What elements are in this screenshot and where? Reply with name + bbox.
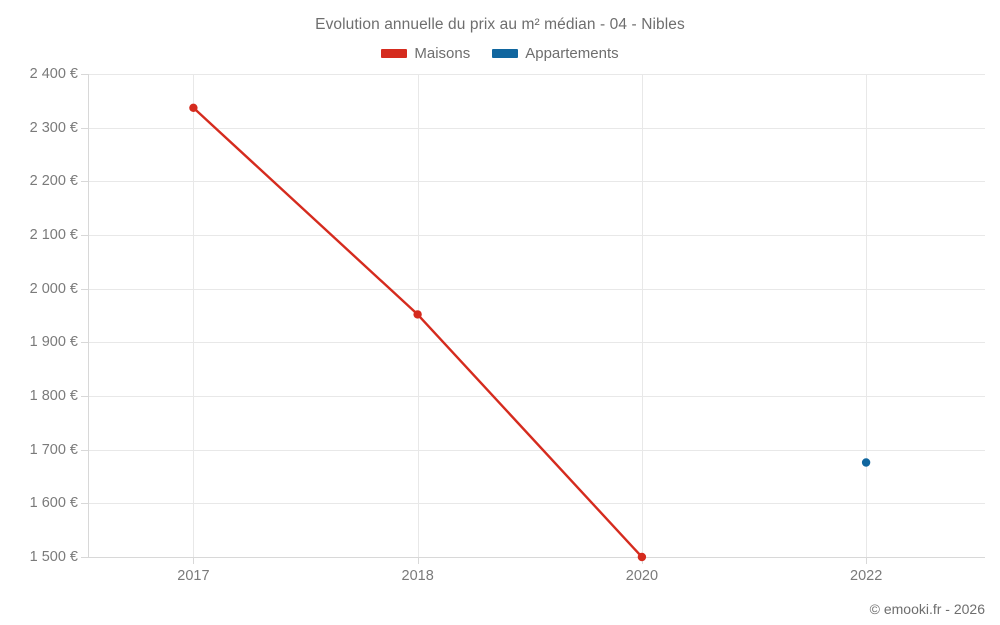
- x-axis-tick-label: 2017: [177, 568, 210, 584]
- footer-credit: © emooki.fr - 2026: [869, 601, 985, 617]
- x-axis-tick-label: 2022: [850, 568, 883, 584]
- data-point-maisons[interactable]: [637, 552, 647, 562]
- x-axis-tick-label: 2020: [625, 568, 659, 584]
- y-axis-tick-label: 2 400 €: [29, 66, 78, 82]
- y-axis-tick-label: 2 100 €: [29, 227, 78, 243]
- chart-legend: Maisons Appartements: [0, 45, 1000, 62]
- y-axis-tick-label: 1 800 €: [29, 388, 78, 404]
- legend-label-appartements: Appartements: [525, 45, 619, 62]
- legend-item-maisons[interactable]: Maisons: [381, 45, 470, 62]
- y-axis-tick-label: 1 600 €: [29, 495, 78, 512]
- data-points: [189, 103, 871, 562]
- series-lines: [192, 106, 644, 559]
- x-axis-tick-label: 2018: [401, 568, 434, 584]
- chart-title: Evolution annuelle du prix au m² médian …: [315, 16, 685, 33]
- y-axis-tick-label: 2 200 €: [29, 173, 78, 190]
- y-axis-tick-label: 2 000 €: [29, 280, 78, 297]
- legend-swatch-maisons-icon: [381, 49, 408, 58]
- axis-lines: [81, 74, 985, 564]
- grid-lines: [88, 74, 985, 558]
- legend-item-appartements[interactable]: Appartements: [492, 45, 619, 62]
- series-line-maisons: [192, 106, 644, 559]
- data-point-maisons[interactable]: [413, 310, 422, 319]
- y-axis-tick-label: 1 500 €: [29, 549, 78, 565]
- y-axis-tick-label: 2 300 €: [29, 119, 78, 136]
- data-point-appartements[interactable]: [861, 458, 871, 467]
- data-point-maisons[interactable]: [189, 103, 198, 113]
- legend-swatch-appartements-icon: [492, 49, 519, 58]
- legend-label-maisons: Maisons: [414, 45, 471, 62]
- y-axis-tick-label: 1 700 €: [29, 441, 78, 458]
- y-axis-tick-label: 1 900 €: [29, 334, 78, 351]
